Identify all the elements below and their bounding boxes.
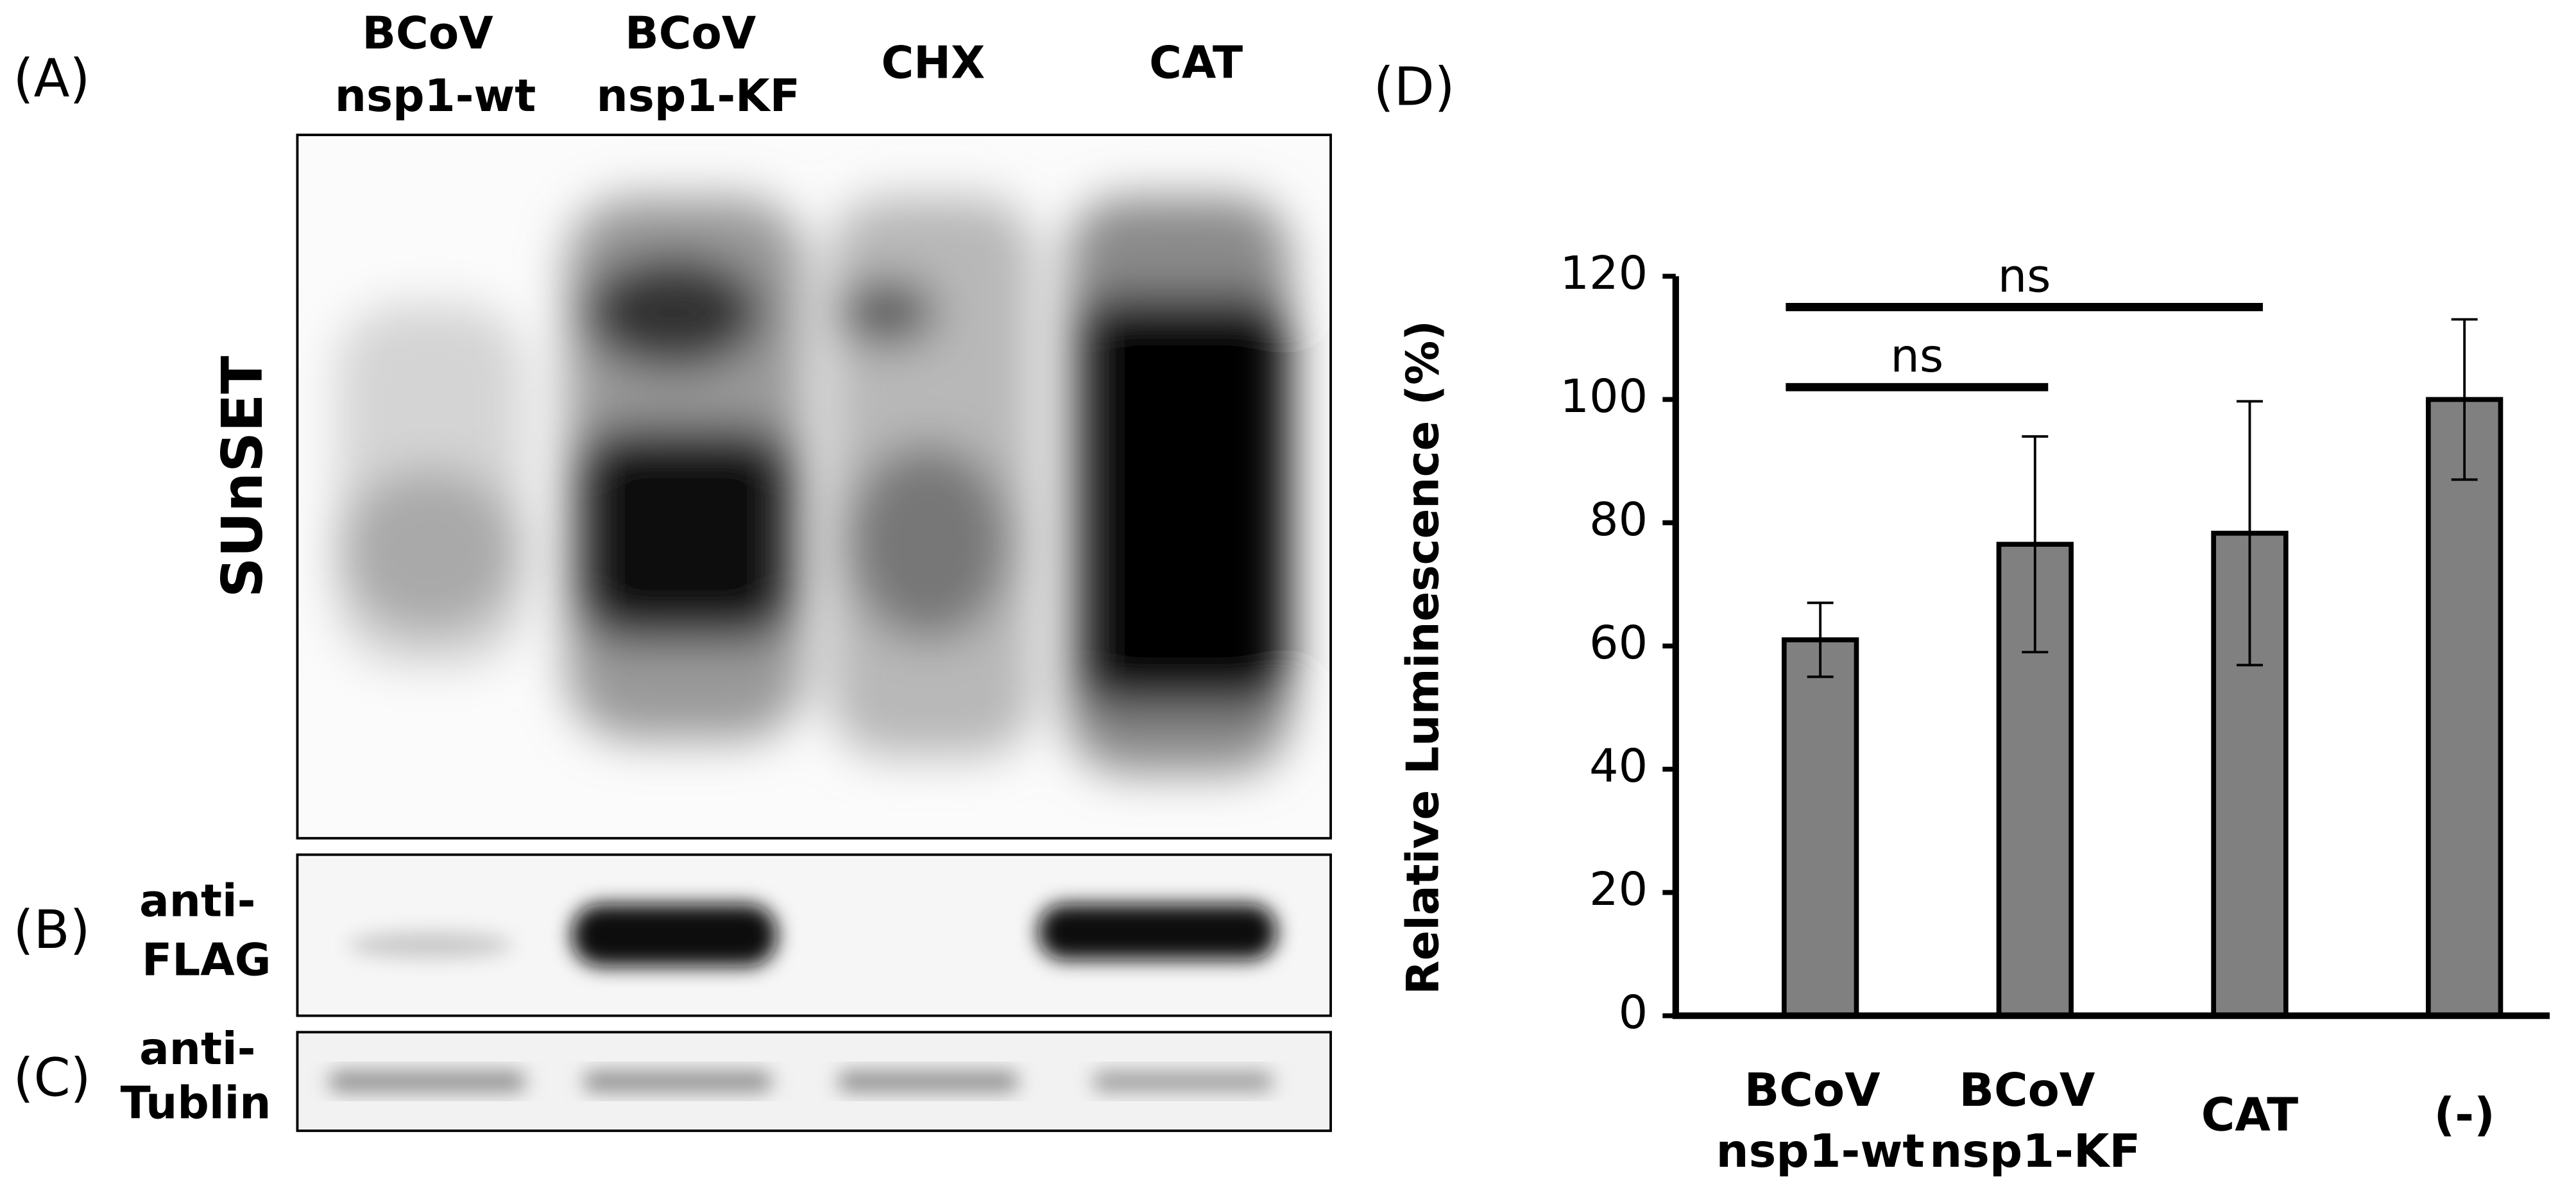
- y-tick-label: 20: [1589, 862, 1648, 916]
- blot-frame: [296, 853, 1332, 1017]
- x-tick-label: (-): [2434, 1087, 2495, 1141]
- y-tick-label: 0: [1619, 985, 1648, 1039]
- y-tick-label: 100: [1560, 369, 1648, 423]
- blot-flag: [297, 854, 1331, 1016]
- panel-label: (C): [13, 1048, 90, 1109]
- y-tick-label: 120: [1560, 246, 1648, 300]
- panel-label: (D): [1374, 57, 1455, 118]
- bar: [2425, 397, 2503, 1019]
- blot-frame: [296, 1031, 1332, 1132]
- blot-sunset: [297, 135, 1331, 839]
- row-label: anti- FLAG: [139, 876, 271, 986]
- blot-tubulin: [297, 1032, 1331, 1131]
- row-label: anti- Tublin: [121, 1024, 271, 1130]
- lane-label: CAT: [1149, 38, 1243, 89]
- lane-label: CHX: [881, 38, 985, 89]
- lane-label: BCoV nsp1-wt: [335, 8, 536, 122]
- x-tick-label: CAT: [2201, 1087, 2299, 1141]
- x-tick-label: BCoV nsp1-wt: [1716, 1063, 1925, 1178]
- y-tick-label: 60: [1589, 615, 1648, 669]
- x-tick-label: BCoV nsp1-KF: [1929, 1063, 2140, 1178]
- row-label: SUnSET: [210, 356, 275, 598]
- y-axis-label: Relative Luminescence (%): [1398, 320, 1449, 995]
- y-tick-label: 80: [1589, 492, 1648, 546]
- blot-frame: [296, 133, 1332, 840]
- lane-label: BCoV nsp1-KF: [597, 8, 800, 122]
- bar: [1781, 637, 1859, 1019]
- significance-label: ns: [1890, 329, 1943, 383]
- panel-label: (B): [13, 900, 90, 961]
- panel-label: (A): [13, 49, 90, 110]
- significance-label: ns: [1998, 248, 2051, 302]
- y-tick-label: 40: [1589, 739, 1648, 793]
